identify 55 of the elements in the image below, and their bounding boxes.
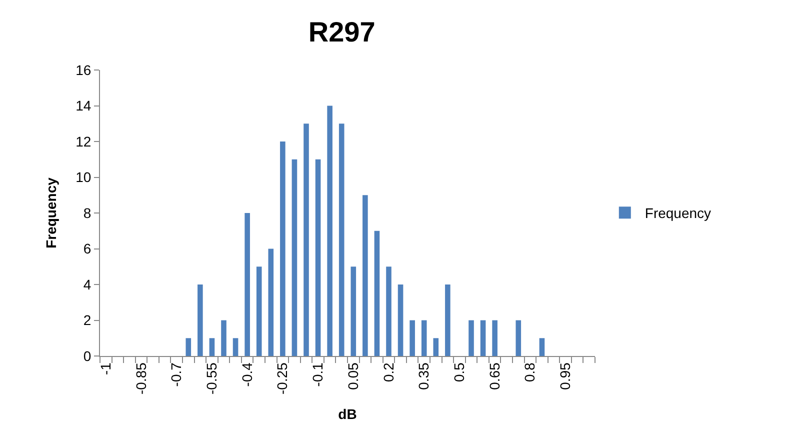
x-tick-label: 0.35	[416, 362, 432, 390]
bar	[386, 266, 392, 356]
y-tick-label: 8	[83, 204, 92, 221]
legend-label: Frequency	[644, 205, 712, 222]
x-tick-label: -0.4	[238, 362, 255, 387]
bar	[468, 320, 474, 356]
bar	[327, 106, 332, 356]
x-tick-label: 0.8	[522, 362, 538, 382]
y-tick-label: 16	[76, 62, 92, 78]
bar	[516, 320, 522, 356]
x-tick-label: -0.55	[204, 362, 220, 395]
bar	[398, 284, 404, 356]
y-axis-title: Frequency	[43, 177, 60, 248]
bar	[539, 338, 545, 356]
bar	[362, 195, 368, 356]
x-tick-label: -0.1	[310, 362, 326, 387]
bar	[256, 266, 262, 356]
bar	[350, 266, 356, 356]
bar	[410, 320, 415, 356]
bar	[221, 320, 226, 356]
y-tick-label: 6	[83, 240, 92, 257]
x-tick-label: -0.7	[168, 362, 184, 387]
y-tick-label: 12	[76, 133, 92, 150]
x-tick-label: 0.5	[451, 362, 468, 382]
y-tick-label: 0	[83, 348, 92, 364]
bar	[374, 230, 380, 356]
bar	[445, 284, 450, 356]
x-tick-label: -0.85	[132, 362, 149, 395]
y-tick-label: 14	[76, 98, 92, 114]
bar	[292, 159, 298, 356]
y-tick-label: 10	[76, 169, 92, 186]
bar	[338, 124, 344, 356]
bar	[232, 338, 238, 356]
y-tick-label: 4	[83, 276, 92, 292]
bar	[268, 248, 274, 356]
x-tick-label: 0.95	[557, 362, 574, 390]
bar	[492, 320, 498, 356]
bar	[304, 124, 309, 356]
x-tick-label: 0.05	[344, 362, 361, 390]
x-tick-label: -0.25	[274, 362, 290, 395]
bar	[198, 284, 203, 356]
x-tick-label: 0.2	[380, 362, 396, 382]
chart-title: R297	[308, 16, 376, 48]
bar	[209, 338, 215, 356]
bar	[244, 213, 250, 356]
bar	[433, 338, 439, 356]
x-tick-label: 0.65	[486, 362, 502, 390]
y-tick-label: 2	[83, 312, 92, 328]
x-tick-label: -1	[97, 362, 114, 376]
bar	[480, 320, 486, 356]
x-axis-title: dB	[338, 406, 357, 422]
bar	[186, 338, 192, 356]
bar	[421, 320, 427, 356]
bar	[315, 159, 321, 356]
bar	[280, 142, 286, 356]
